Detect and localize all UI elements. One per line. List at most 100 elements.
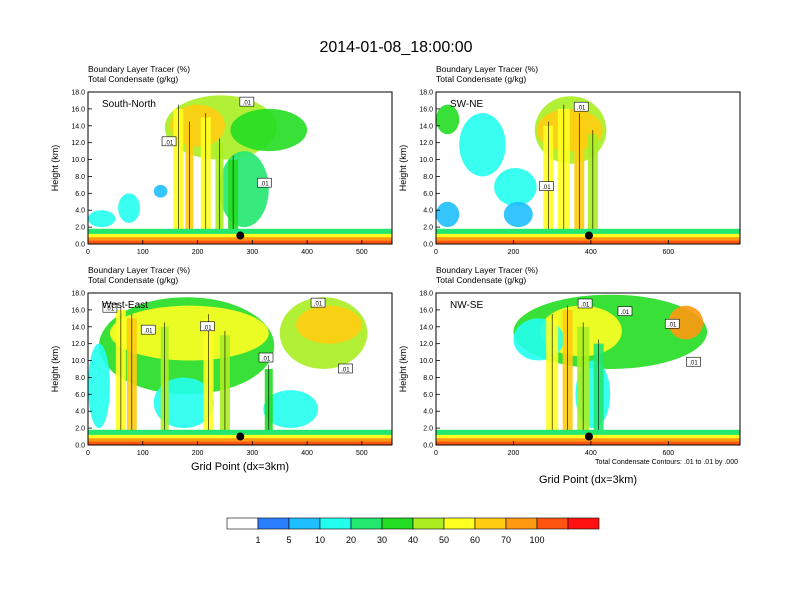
colorbar-swatch bbox=[443, 517, 476, 530]
colorbar-swatch bbox=[567, 517, 600, 530]
cloud-region bbox=[153, 377, 214, 429]
plot-frame bbox=[87, 91, 393, 245]
contour-label: .01 bbox=[581, 302, 590, 308]
y-tick-label: 16.0 bbox=[419, 307, 433, 314]
y-tick-label: 4.0 bbox=[423, 208, 433, 215]
colorbar-swatch bbox=[319, 517, 352, 530]
y-tick-label: 4.0 bbox=[423, 409, 433, 416]
contour-label-box bbox=[257, 177, 272, 188]
y-tick-label: 16.0 bbox=[419, 106, 433, 113]
y-tick-label: 8.0 bbox=[423, 375, 433, 382]
cloud-region bbox=[219, 151, 269, 228]
x-tick-label: 200 bbox=[192, 249, 204, 256]
contour-label-box bbox=[539, 181, 554, 191]
colorbar-swatch bbox=[381, 517, 414, 530]
cloud-region bbox=[436, 201, 460, 228]
boundary-layer-band bbox=[436, 441, 740, 445]
x-tick-label: 300 bbox=[246, 249, 258, 256]
cloud-region bbox=[88, 343, 110, 429]
contour-label: .01 bbox=[165, 140, 174, 146]
cloud-region bbox=[153, 184, 168, 198]
panel-label: West-East bbox=[102, 300, 148, 311]
y-tick-label: 8.0 bbox=[75, 375, 85, 382]
contour-label: .01 bbox=[668, 323, 677, 329]
y-tick-label: 10.0 bbox=[71, 358, 85, 365]
colorbar-label: 50 bbox=[439, 535, 449, 545]
y-tick-label: 4.0 bbox=[75, 409, 85, 416]
colorbar-swatch bbox=[288, 517, 321, 530]
boundary-layer-band bbox=[88, 441, 392, 445]
cloud-region bbox=[668, 305, 704, 340]
contour-label-box bbox=[577, 298, 593, 309]
y-tick-label: 10.0 bbox=[419, 157, 433, 164]
colorbar: 1 5 10 20 30 40 50 60 70 100 bbox=[226, 517, 600, 545]
location-marker bbox=[236, 432, 245, 441]
y-tick-label: 12.0 bbox=[71, 140, 85, 147]
y-tick-label: 2.0 bbox=[75, 426, 85, 433]
contour-label: .01 bbox=[341, 368, 350, 374]
cloud-region bbox=[296, 305, 362, 344]
y-axis-label: Height (km) bbox=[50, 346, 60, 393]
y-tick-label: 12.0 bbox=[419, 140, 433, 147]
cloud-region bbox=[459, 113, 506, 177]
contour-note: Total Condensate Contours: .01 to .01 by… bbox=[595, 459, 738, 466]
y-tick-label: 16.0 bbox=[71, 106, 85, 113]
y-tick-label: 6.0 bbox=[75, 392, 85, 399]
panel-subtitle-condensate: Total Condensate (g/kg) bbox=[436, 275, 526, 285]
x-tick-label: 200 bbox=[508, 450, 520, 457]
contour-label: .01 bbox=[260, 182, 269, 188]
contour-label: .01 bbox=[577, 106, 586, 112]
location-marker bbox=[584, 432, 593, 441]
y-tick-label: 18.0 bbox=[71, 90, 85, 97]
x-tick-label: 500 bbox=[356, 249, 368, 256]
boundary-layer-band bbox=[436, 240, 740, 244]
contour-label-box bbox=[664, 318, 680, 329]
x-axis-label-right: Grid Point (dx=3km) bbox=[539, 474, 637, 486]
panel-subtitle-condensate: Total Condensate (g/kg) bbox=[436, 74, 526, 84]
cloud-region bbox=[88, 210, 116, 228]
contour-label: .01 bbox=[203, 325, 212, 331]
contour-label-box bbox=[686, 356, 701, 367]
colorbar-swatch bbox=[257, 517, 290, 530]
x-axis-label-left: Grid Point (dx=3km) bbox=[191, 461, 289, 473]
cloud-region bbox=[118, 193, 141, 223]
panel-nw-se: .01 .01 .01 .01 NW-SE Boundary Layer Tracer (… bbox=[398, 265, 741, 457]
contour-label: .01 bbox=[144, 329, 153, 335]
colorbar-label: 30 bbox=[377, 535, 387, 545]
y-tick-label: 10.0 bbox=[71, 157, 85, 164]
y-tick-label: 2.0 bbox=[423, 426, 433, 433]
panel-subtitle-tracer: Boundary Layer Tracer (%) bbox=[88, 265, 190, 275]
cloud-region bbox=[170, 104, 225, 147]
panel-south-north: .01 .01 .01 South-North Boundary Layer Trace… bbox=[50, 64, 393, 256]
figure-title: 2014-01-08_18:00:00 bbox=[319, 39, 472, 56]
y-tick-label: 10.0 bbox=[419, 358, 433, 365]
contour-label: .01 bbox=[243, 101, 252, 107]
contour-label: .01 bbox=[106, 307, 115, 313]
contour-label-box bbox=[617, 306, 633, 316]
panel-subtitle-tracer: Boundary Layer Tracer (%) bbox=[436, 265, 538, 275]
colorbar-label: 70 bbox=[501, 535, 511, 545]
y-tick-label: 14.0 bbox=[71, 324, 85, 331]
colorbar-label: 100 bbox=[529, 535, 544, 545]
contour-label-box bbox=[200, 321, 215, 332]
contour-label-box bbox=[161, 136, 177, 147]
x-tick-label: 0 bbox=[434, 249, 438, 256]
y-tick-label: 14.0 bbox=[419, 324, 433, 331]
x-tick-label: 0 bbox=[434, 450, 438, 457]
location-marker bbox=[236, 231, 245, 240]
panel-subtitle-tracer: Boundary Layer Tracer (%) bbox=[436, 64, 538, 74]
contour-label-box bbox=[102, 302, 118, 313]
x-tick-label: 500 bbox=[356, 450, 368, 457]
y-axis-label: Height (km) bbox=[50, 145, 60, 192]
y-tick-label: 18.0 bbox=[71, 291, 85, 298]
y-tick-label: 14.0 bbox=[419, 123, 433, 130]
y-tick-label: 0.0 bbox=[423, 443, 433, 450]
y-axis-label: Height (km) bbox=[398, 145, 408, 192]
panel-label: NW-SE bbox=[450, 300, 483, 311]
y-tick-label: 14.0 bbox=[71, 123, 85, 130]
y-tick-label: 8.0 bbox=[423, 174, 433, 181]
panel-label: SW-NE bbox=[450, 99, 483, 110]
y-tick-label: 6.0 bbox=[75, 191, 85, 198]
y-tick-label: 16.0 bbox=[71, 307, 85, 314]
